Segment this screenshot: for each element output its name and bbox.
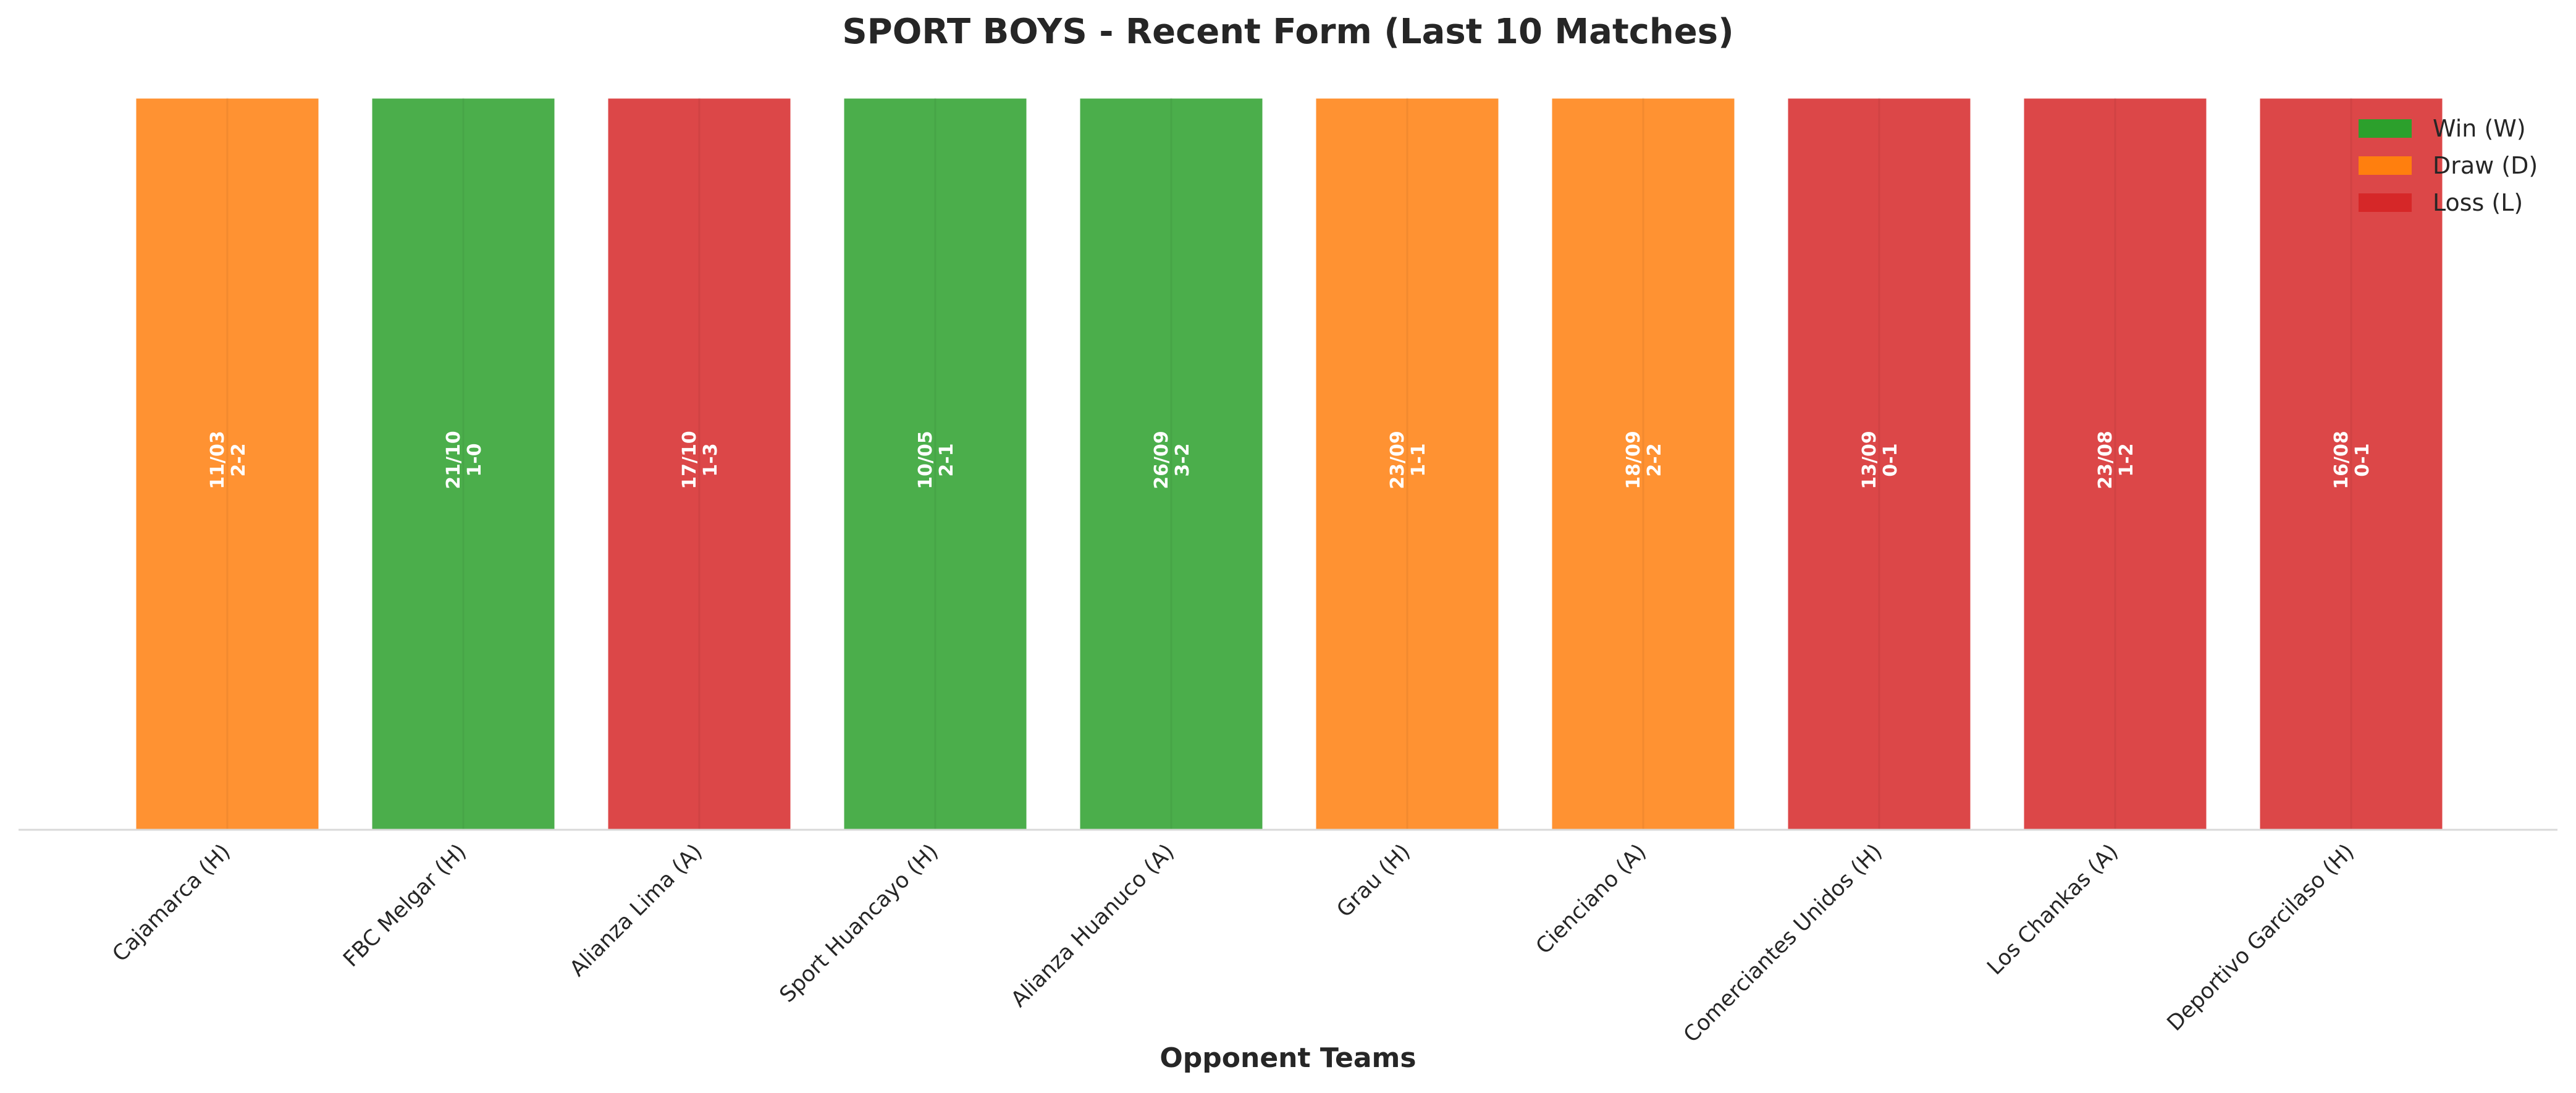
match-date-label: 18/09 xyxy=(1623,431,1644,489)
x-tick-label: Alianza Huanuco (A) xyxy=(1006,840,1179,1013)
legend-item-d: Draw (D) xyxy=(2359,152,2538,179)
match-score-label: 0-1 xyxy=(1880,443,1901,476)
bar-alianza-huanuco-a xyxy=(1078,96,1265,831)
x-tick-label: Cajamarca (H) xyxy=(108,840,235,967)
match-score-label: 1-2 xyxy=(2116,443,2137,476)
bar-label-sport-huancayo-h: 10/05 2-1 xyxy=(915,431,958,489)
match-score-label: 1-0 xyxy=(464,443,486,476)
legend: Win (W) Draw (D) Loss (L) xyxy=(2359,115,2538,216)
match-date-label: 11/03 xyxy=(207,431,229,489)
bars-layer xyxy=(134,96,2444,831)
bar-grau-h xyxy=(1314,96,1501,831)
match-score-label: 2-1 xyxy=(936,443,958,476)
legend-label: Loss (L) xyxy=(2433,189,2523,216)
x-tick-sport-huancayo-h: Sport Huancayo (H) xyxy=(775,840,943,1008)
x-tick-label: Cienciano (A) xyxy=(1531,840,1651,960)
bar-label-cajamarca-h: 11/03 2-2 xyxy=(207,431,250,489)
match-date-label: 16/08 xyxy=(2331,431,2352,489)
bar-deportivo-garcilaso-h xyxy=(2258,96,2444,831)
legend-item-l: Loss (L) xyxy=(2359,189,2523,216)
match-score-label: 1-3 xyxy=(700,443,722,476)
legend-swatch-w xyxy=(2359,119,2412,138)
bar-comerciantes-unidos-h xyxy=(1786,96,1972,831)
x-tick-label: FBC Melgar (H) xyxy=(339,840,471,973)
match-date-label: 13/09 xyxy=(1859,431,1880,489)
bar-label-los-chankas-a: 23/08 1-2 xyxy=(2095,431,2137,489)
bar-label-alianza-huanuco-a: 26/09 3-2 xyxy=(1151,431,1193,489)
legend-swatch-d xyxy=(2359,156,2412,175)
x-tick-label: Alianza Lima (A) xyxy=(565,840,707,982)
match-date-label: 26/09 xyxy=(1151,431,1172,489)
x-tick-label: Comerciantes Unidos (H) xyxy=(1679,840,1887,1048)
legend-label: Draw (D) xyxy=(2433,152,2538,179)
chart-title: SPORT BOYS - Recent Form (Last 10 Matche… xyxy=(842,12,1733,52)
x-tick-labels: Cajamarca (H) FBC Melgar (H) Alianza Lima … xyxy=(108,840,2359,1048)
bar-cajamarca-h xyxy=(134,96,321,831)
match-date-label: 23/09 xyxy=(1387,431,1408,489)
x-tick-cienciano-a: Cienciano (A) xyxy=(1531,840,1651,960)
match-score-label: 2-2 xyxy=(1644,443,1665,476)
x-tick-alianza-huanuco-a: Alianza Huanuco (A) xyxy=(1006,840,1179,1013)
bar-sport-huancayo-h xyxy=(842,96,1029,831)
match-score-label: 3-2 xyxy=(1172,443,1193,476)
match-date-label: 17/10 xyxy=(679,431,701,489)
x-tick-los-chankas-a: Los Chankas (A) xyxy=(1982,840,2123,980)
x-tick-label: Grau (H) xyxy=(1332,840,1415,922)
bar-label-deportivo-garcilaso-h: 16/08 0-1 xyxy=(2331,431,2373,489)
x-tick-deportivo-garcilaso-h: Deportivo Garcilaso (H) xyxy=(2163,840,2359,1036)
x-tick-label: Sport Huancayo (H) xyxy=(775,840,943,1008)
bar-fbc-melgar-h xyxy=(370,96,557,831)
bar-labels-layer: 11/03 2-2 21/10 1-0 17/10 1-3 10/05 2-1 26/09 3-2… xyxy=(207,431,2373,489)
x-tick-label: Deportivo Garcilaso (H) xyxy=(2163,840,2359,1036)
x-tick-label: Los Chankas (A) xyxy=(1982,840,2123,980)
x-axis-label: Opponent Teams xyxy=(1160,1042,1416,1074)
bar-label-alianza-lima-a: 17/10 1-3 xyxy=(679,431,722,489)
match-score-label: 1-1 xyxy=(1408,443,1429,476)
bar-cienciano-a xyxy=(1550,96,1736,831)
match-date-label: 21/10 xyxy=(443,431,465,489)
match-date-label: 23/08 xyxy=(2095,431,2116,489)
bar-label-fbc-melgar-h: 21/10 1-0 xyxy=(443,431,486,489)
legend-label: Win (W) xyxy=(2433,115,2526,142)
bar-label-grau-h: 23/09 1-1 xyxy=(1387,431,1429,489)
x-tick-alianza-lima-a: Alianza Lima (A) xyxy=(565,840,707,982)
x-tick-fbc-melgar-h: FBC Melgar (H) xyxy=(339,840,471,973)
x-tick-comerciantes-unidos-h: Comerciantes Unidos (H) xyxy=(1679,840,1887,1048)
x-tick-cajamarca-h: Cajamarca (H) xyxy=(108,840,235,967)
bar-label-cienciano-a: 18/09 2-2 xyxy=(1623,431,1665,489)
bar-alianza-lima-a xyxy=(606,96,793,831)
bar-label-comerciantes-unidos-h: 13/09 0-1 xyxy=(1859,431,1901,489)
match-score-label: 0-1 xyxy=(2352,443,2373,476)
match-date-label: 10/05 xyxy=(915,431,937,489)
x-tick-grau-h: Grau (H) xyxy=(1332,840,1415,922)
match-score-label: 2-2 xyxy=(228,443,250,476)
legend-swatch-l xyxy=(2359,193,2412,212)
legend-item-w: Win (W) xyxy=(2359,115,2526,142)
